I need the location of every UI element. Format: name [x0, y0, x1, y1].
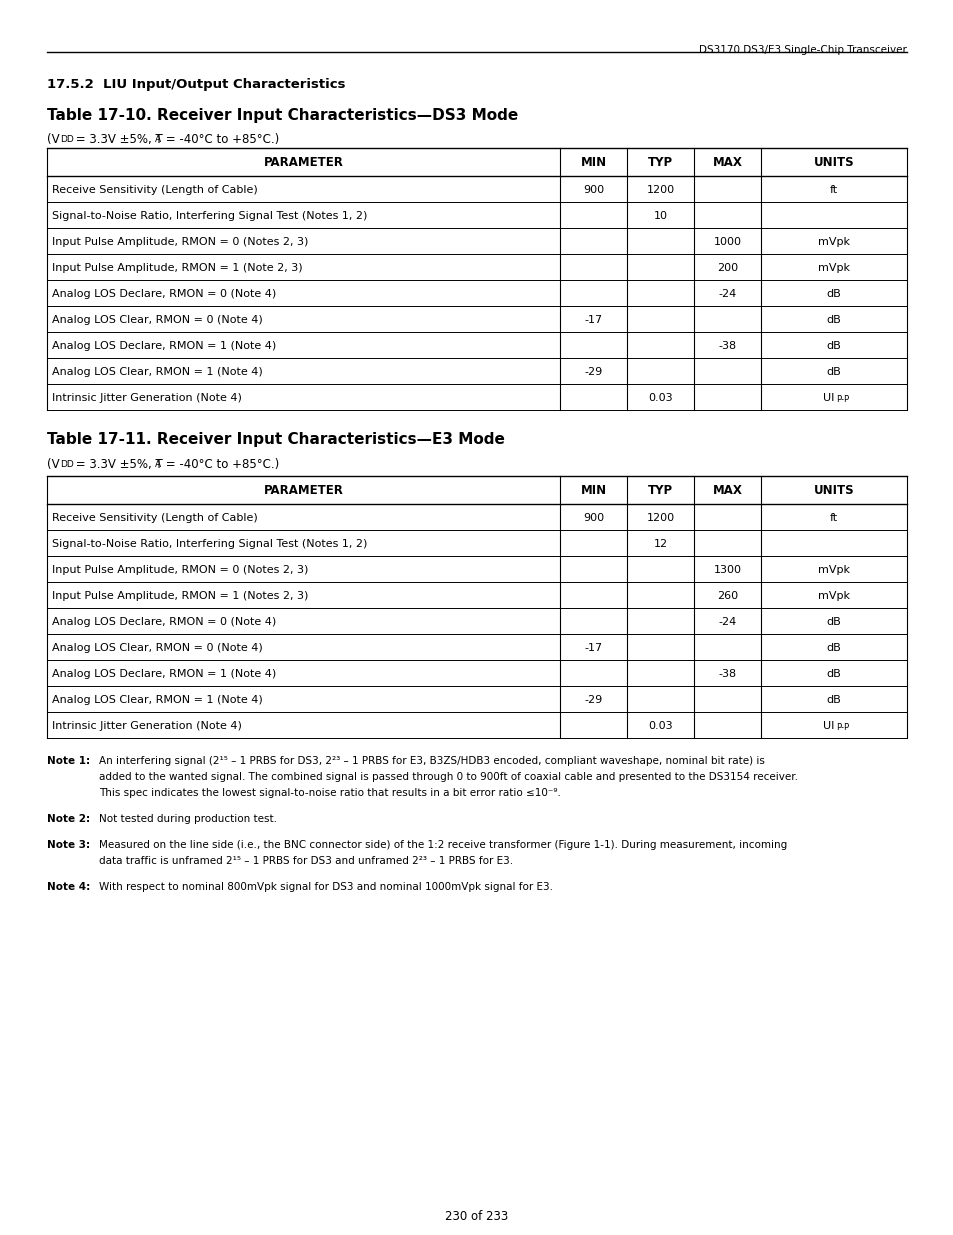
Text: Receive Sensitivity (Length of Cable): Receive Sensitivity (Length of Cable)	[52, 185, 257, 195]
Text: ft: ft	[829, 513, 837, 522]
Text: Input Pulse Amplitude, RMON = 0 (Notes 2, 3): Input Pulse Amplitude, RMON = 0 (Notes 2…	[52, 564, 308, 576]
Text: Signal-to-Noise Ratio, Interfering Signal Test (Notes 1, 2): Signal-to-Noise Ratio, Interfering Signa…	[52, 538, 367, 550]
Text: ft: ft	[829, 185, 837, 195]
Text: dB: dB	[825, 341, 841, 351]
Text: Measured on the line side (i.e., the BNC connector side) of the 1:2 receive tran: Measured on the line side (i.e., the BNC…	[99, 840, 786, 850]
Text: dB: dB	[825, 315, 841, 325]
Text: 1200: 1200	[646, 513, 674, 522]
Text: P-P: P-P	[835, 395, 848, 405]
Text: DD: DD	[60, 135, 73, 144]
Text: 12: 12	[653, 538, 667, 550]
Text: dB: dB	[825, 643, 841, 653]
Text: 1200: 1200	[646, 185, 674, 195]
Text: Note 3:: Note 3:	[47, 840, 90, 850]
Text: A: A	[154, 459, 161, 469]
Text: TYP: TYP	[647, 484, 673, 498]
Text: Note 2:: Note 2:	[47, 814, 90, 824]
Text: added to the wanted signal. The combined signal is passed through 0 to 900ft of : added to the wanted signal. The combined…	[99, 772, 797, 782]
Text: An interfering signal (2¹⁵ – 1 PRBS for DS3, 2²³ – 1 PRBS for E3, B3ZS/HDB3 enco: An interfering signal (2¹⁵ – 1 PRBS for …	[99, 756, 764, 766]
Text: mVpk: mVpk	[817, 237, 849, 247]
Text: Signal-to-Noise Ratio, Interfering Signal Test (Notes 1, 2): Signal-to-Noise Ratio, Interfering Signa…	[52, 211, 367, 221]
Text: -29: -29	[584, 695, 602, 705]
Text: = -40°C to +85°C.): = -40°C to +85°C.)	[162, 133, 279, 146]
Text: Analog LOS Clear, RMON = 1 (Note 4): Analog LOS Clear, RMON = 1 (Note 4)	[52, 695, 262, 705]
Text: Table 17-11. Receiver Input Characteristics—E3 Mode: Table 17-11. Receiver Input Characterist…	[47, 432, 504, 447]
Text: 17.5.2  LIU Input/Output Characteristics: 17.5.2 LIU Input/Output Characteristics	[47, 78, 345, 91]
Text: Analog LOS Declare, RMON = 1 (Note 4): Analog LOS Declare, RMON = 1 (Note 4)	[52, 669, 276, 679]
Text: MAX: MAX	[712, 484, 741, 498]
Text: 1300: 1300	[713, 564, 740, 576]
Text: DD: DD	[60, 459, 73, 469]
Text: Input Pulse Amplitude, RMON = 1 (Note 2, 3): Input Pulse Amplitude, RMON = 1 (Note 2,…	[52, 263, 302, 273]
Text: -38: -38	[718, 341, 736, 351]
Text: (V: (V	[47, 458, 59, 471]
Text: dB: dB	[825, 669, 841, 679]
Text: Intrinsic Jitter Generation (Note 4): Intrinsic Jitter Generation (Note 4)	[52, 721, 242, 731]
Text: A: A	[154, 135, 161, 144]
Text: dB: dB	[825, 367, 841, 377]
Text: -24: -24	[718, 289, 736, 299]
Text: Input Pulse Amplitude, RMON = 1 (Notes 2, 3): Input Pulse Amplitude, RMON = 1 (Notes 2…	[52, 592, 308, 601]
Text: = 3.3V ±5%, T: = 3.3V ±5%, T	[71, 458, 163, 471]
Text: = 3.3V ±5%, T: = 3.3V ±5%, T	[71, 133, 163, 146]
Text: Analog LOS Clear, RMON = 0 (Note 4): Analog LOS Clear, RMON = 0 (Note 4)	[52, 315, 262, 325]
Text: Analog LOS Clear, RMON = 1 (Note 4): Analog LOS Clear, RMON = 1 (Note 4)	[52, 367, 262, 377]
Text: UNITS: UNITS	[813, 484, 854, 498]
Text: 200: 200	[717, 263, 738, 273]
Text: Analog LOS Declare, RMON = 0 (Note 4): Analog LOS Declare, RMON = 0 (Note 4)	[52, 289, 276, 299]
Text: 260: 260	[717, 592, 738, 601]
Text: Receive Sensitivity (Length of Cable): Receive Sensitivity (Length of Cable)	[52, 513, 257, 522]
Text: 900: 900	[582, 513, 603, 522]
Text: PARAMETER: PARAMETER	[263, 484, 343, 498]
Text: 10: 10	[653, 211, 667, 221]
Text: Table 17-10. Receiver Input Characteristics—DS3 Mode: Table 17-10. Receiver Input Characterist…	[47, 107, 517, 124]
Text: MIN: MIN	[579, 157, 606, 169]
Text: mVpk: mVpk	[817, 564, 849, 576]
Text: Not tested during production test.: Not tested during production test.	[99, 814, 276, 824]
Text: dB: dB	[825, 289, 841, 299]
Text: 230 of 233: 230 of 233	[445, 1210, 508, 1223]
Text: dB: dB	[825, 618, 841, 627]
Text: dB: dB	[825, 695, 841, 705]
Text: -38: -38	[718, 669, 736, 679]
Text: DS3170 DS3/E3 Single-Chip Transceiver: DS3170 DS3/E3 Single-Chip Transceiver	[699, 44, 906, 56]
Text: 1000: 1000	[713, 237, 740, 247]
Text: = -40°C to +85°C.): = -40°C to +85°C.)	[162, 458, 279, 471]
Text: -24: -24	[718, 618, 736, 627]
Text: mVpk: mVpk	[817, 592, 849, 601]
Text: mVpk: mVpk	[817, 263, 849, 273]
Text: With respect to nominal 800mVpk signal for DS3 and nominal 1000mVpk signal for E: With respect to nominal 800mVpk signal f…	[99, 882, 553, 892]
Text: UNITS: UNITS	[813, 157, 854, 169]
Text: -17: -17	[584, 315, 602, 325]
Text: data traffic is unframed 2¹⁵ – 1 PRBS for DS3 and unframed 2²³ – 1 PRBS for E3.: data traffic is unframed 2¹⁵ – 1 PRBS fo…	[99, 856, 513, 866]
Text: -29: -29	[584, 367, 602, 377]
Text: Analog LOS Clear, RMON = 0 (Note 4): Analog LOS Clear, RMON = 0 (Note 4)	[52, 643, 262, 653]
Text: 0.03: 0.03	[647, 721, 672, 731]
Text: MIN: MIN	[579, 484, 606, 498]
Text: -17: -17	[584, 643, 602, 653]
Text: MAX: MAX	[712, 157, 741, 169]
Text: Note 1:: Note 1:	[47, 756, 90, 766]
Text: UI: UI	[821, 393, 833, 403]
Text: TYP: TYP	[647, 157, 673, 169]
Text: PARAMETER: PARAMETER	[263, 157, 343, 169]
Text: Intrinsic Jitter Generation (Note 4): Intrinsic Jitter Generation (Note 4)	[52, 393, 242, 403]
Text: UI: UI	[821, 721, 833, 731]
Text: (V: (V	[47, 133, 59, 146]
Text: Analog LOS Declare, RMON = 0 (Note 4): Analog LOS Declare, RMON = 0 (Note 4)	[52, 618, 276, 627]
Text: 900: 900	[582, 185, 603, 195]
Text: Analog LOS Declare, RMON = 1 (Note 4): Analog LOS Declare, RMON = 1 (Note 4)	[52, 341, 276, 351]
Text: This spec indicates the lowest signal-to-noise ratio that results in a bit error: This spec indicates the lowest signal-to…	[99, 788, 560, 798]
Text: 0.03: 0.03	[647, 393, 672, 403]
Text: Input Pulse Amplitude, RMON = 0 (Notes 2, 3): Input Pulse Amplitude, RMON = 0 (Notes 2…	[52, 237, 308, 247]
Text: P-P: P-P	[835, 724, 848, 732]
Text: Note 4:: Note 4:	[47, 882, 91, 892]
